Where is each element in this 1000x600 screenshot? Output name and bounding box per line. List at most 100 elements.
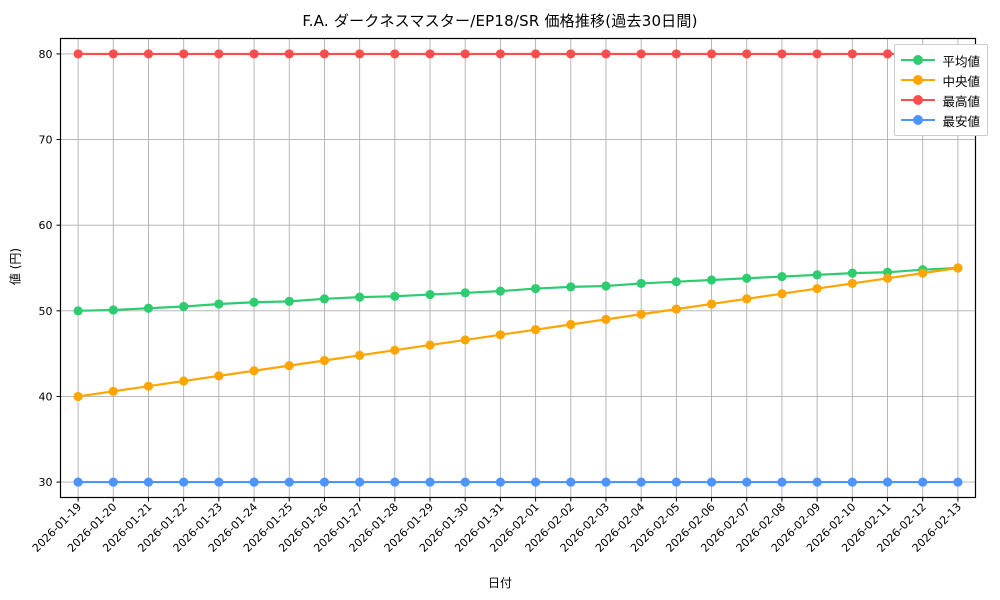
data-point xyxy=(882,477,893,487)
data-point xyxy=(601,281,611,291)
data-point xyxy=(777,289,787,299)
data-point xyxy=(812,477,822,487)
data-point xyxy=(214,371,224,381)
data-point xyxy=(214,477,224,487)
data-point xyxy=(460,335,470,345)
data-point xyxy=(566,319,576,330)
data-point xyxy=(355,49,365,59)
data-point xyxy=(143,381,154,391)
data-point xyxy=(249,366,259,376)
data-point xyxy=(390,345,400,355)
data-point xyxy=(143,49,154,59)
data-point xyxy=(671,49,681,59)
data-point xyxy=(706,477,717,487)
data-point xyxy=(742,49,752,59)
data-point xyxy=(284,49,294,59)
data-point xyxy=(214,299,224,309)
data-point xyxy=(601,477,611,487)
y-tick-label: 50 xyxy=(39,305,53,318)
data-point xyxy=(636,477,646,487)
data-point xyxy=(460,49,470,59)
data-point xyxy=(319,477,330,487)
x-axis-label: 日付 xyxy=(487,576,512,590)
data-point xyxy=(706,275,717,285)
data-point xyxy=(566,282,576,292)
data-point xyxy=(108,477,118,487)
data-point xyxy=(355,292,365,302)
data-point xyxy=(847,278,857,289)
data-point xyxy=(319,294,330,304)
data-point xyxy=(601,314,611,324)
legend-item[interactable]: 最高値 xyxy=(901,90,980,110)
data-point xyxy=(671,277,681,287)
legend-item-label: 平均値 xyxy=(942,53,980,69)
data-point xyxy=(390,291,400,301)
data-point xyxy=(918,477,928,487)
data-point xyxy=(882,273,893,283)
data-point xyxy=(636,278,646,289)
legend-swatch-icon xyxy=(901,113,936,127)
data-point xyxy=(179,376,189,386)
data-point xyxy=(460,477,470,487)
data-point xyxy=(73,49,83,59)
data-point xyxy=(706,299,717,309)
data-point xyxy=(847,477,857,487)
y-axis-ticks: 30 40 50 60 70 80 xyxy=(39,48,61,489)
data-point xyxy=(425,477,435,487)
data-point xyxy=(742,294,752,304)
data-point xyxy=(73,477,83,487)
data-point xyxy=(671,477,681,487)
data-point xyxy=(179,49,189,59)
data-point xyxy=(73,391,83,402)
y-tick-label: 40 xyxy=(39,390,53,403)
data-point xyxy=(566,477,576,487)
data-point xyxy=(425,340,435,350)
y-tick-label: 80 xyxy=(39,48,53,61)
chart-title: F.A. ダークネスマスター/EP18/SR 価格推移(過去30日間) xyxy=(302,12,698,30)
y-tick-label: 70 xyxy=(39,134,53,147)
data-point xyxy=(73,306,83,316)
legend-item-label: 中央値 xyxy=(942,73,980,89)
data-point xyxy=(249,477,259,487)
series-line xyxy=(76,266,960,398)
y-axis-label: 値 (円) xyxy=(8,247,23,286)
legend-item[interactable]: 最安値 xyxy=(901,110,980,130)
legend-swatch-icon xyxy=(901,53,936,67)
data-point xyxy=(390,477,400,487)
data-point xyxy=(777,49,787,59)
data-point xyxy=(284,361,294,371)
legend-item[interactable]: 平均値 xyxy=(901,50,980,70)
data-point xyxy=(249,49,259,59)
data-point xyxy=(108,386,118,396)
data-point xyxy=(143,477,154,487)
data-point xyxy=(460,288,470,298)
data-point xyxy=(636,49,646,59)
data-point xyxy=(882,49,893,59)
data-point xyxy=(530,477,541,487)
data-point xyxy=(812,283,822,294)
data-point xyxy=(812,49,822,59)
chart-legend: 平均値中央値最高値最安値 xyxy=(894,44,988,136)
data-point xyxy=(847,49,857,59)
data-point xyxy=(566,49,576,59)
legend-item[interactable]: 中央値 xyxy=(901,70,980,90)
data-point xyxy=(742,477,752,487)
data-point xyxy=(495,286,506,296)
data-point xyxy=(143,303,154,313)
data-point xyxy=(847,268,857,278)
data-point xyxy=(918,268,928,278)
data-point xyxy=(953,477,963,487)
data-point xyxy=(425,289,435,300)
legend-item-label: 最高値 xyxy=(942,93,980,109)
series-1 xyxy=(73,263,963,316)
series-layer xyxy=(73,49,963,487)
legend-swatch-icon xyxy=(901,73,936,87)
data-point xyxy=(601,49,611,59)
data-point xyxy=(530,283,541,294)
data-point xyxy=(179,477,189,487)
data-point xyxy=(214,49,224,59)
data-point xyxy=(355,477,365,487)
legend-item-label: 最安値 xyxy=(942,113,980,129)
